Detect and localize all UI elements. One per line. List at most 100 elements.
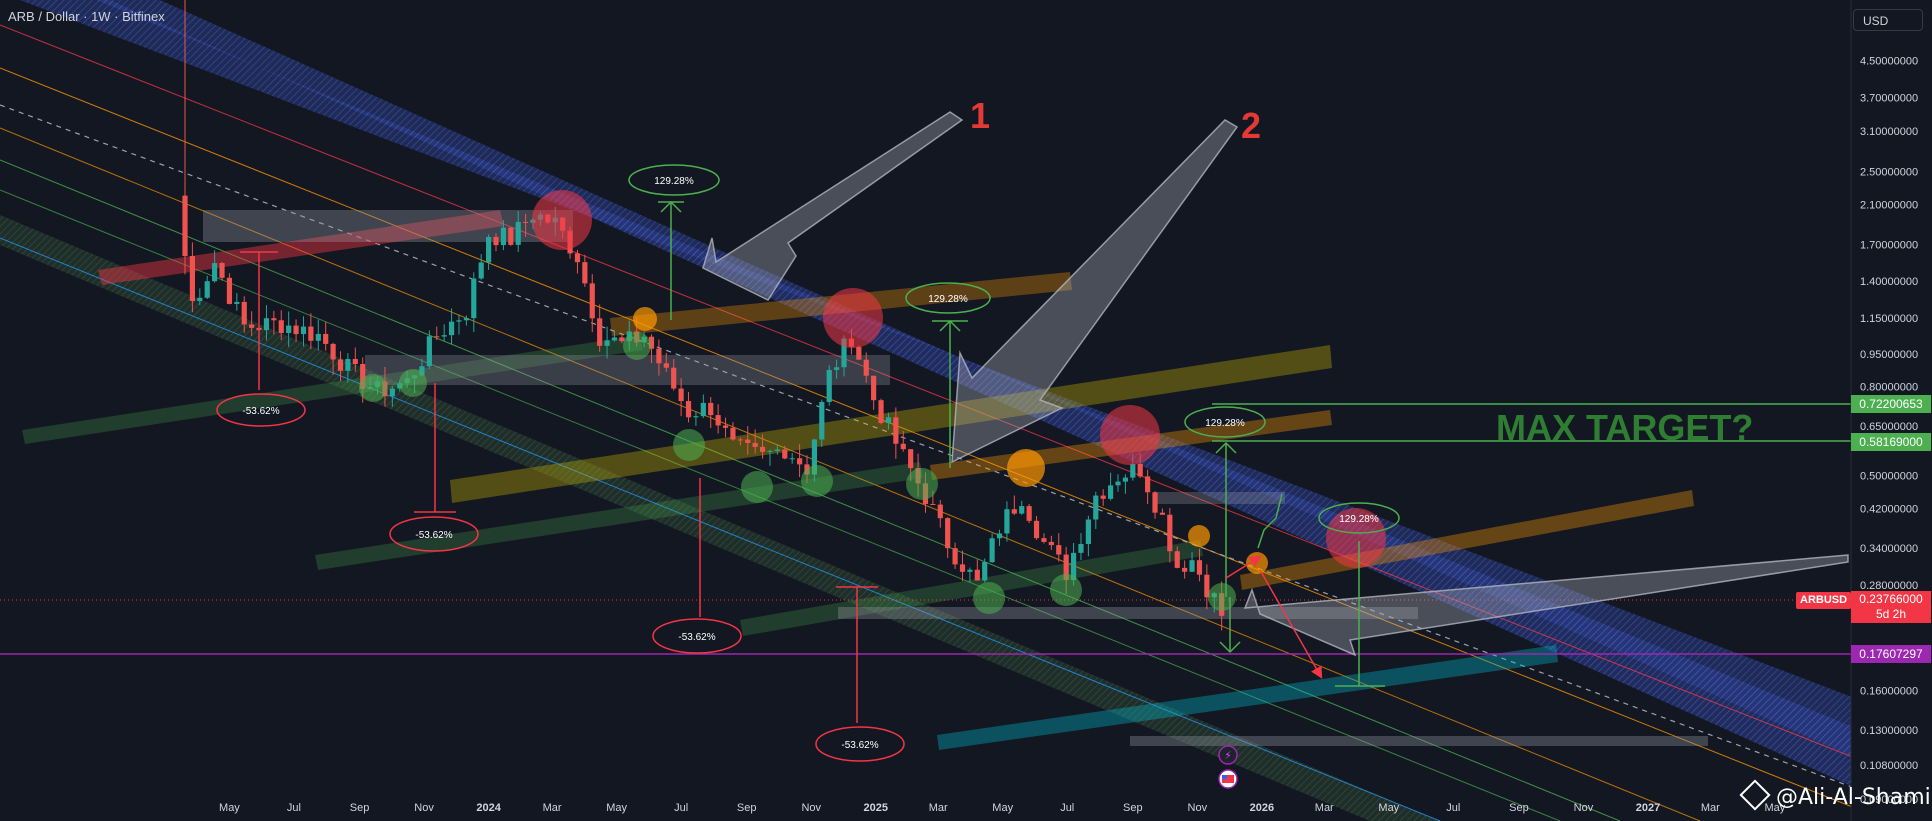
candle bbox=[1026, 503, 1032, 524]
loss-label: -53.62% bbox=[415, 530, 452, 541]
candle bbox=[515, 211, 521, 252]
candle bbox=[1145, 469, 1151, 505]
candle-body bbox=[574, 253, 581, 263]
event-icons[interactable]: ⚡ bbox=[1218, 745, 1238, 789]
candle-body bbox=[759, 446, 766, 452]
candle-body bbox=[441, 335, 447, 337]
channel-line-orange-1 bbox=[0, 67, 1861, 811]
channel-line-red bbox=[0, 24, 1861, 761]
time-tick-label: Nov bbox=[414, 802, 434, 814]
time-tick-label: Jul bbox=[1446, 802, 1460, 814]
candle bbox=[293, 319, 299, 342]
time-tick-label: May bbox=[219, 802, 240, 814]
arrow-1-label: 1 bbox=[970, 95, 990, 136]
candle-body bbox=[819, 401, 825, 440]
green-circle bbox=[399, 369, 427, 397]
green-circle bbox=[1050, 574, 1082, 606]
candle-body bbox=[811, 439, 817, 475]
candle bbox=[767, 449, 773, 466]
candle bbox=[1196, 548, 1203, 582]
candle bbox=[871, 375, 877, 410]
candle bbox=[574, 249, 581, 274]
candle-body bbox=[900, 443, 906, 450]
candle bbox=[1041, 533, 1047, 544]
candle-body bbox=[856, 346, 862, 360]
candle-body bbox=[582, 262, 588, 284]
time-tick-label: 2024 bbox=[476, 802, 501, 814]
candle bbox=[434, 326, 440, 341]
candle-body bbox=[249, 324, 255, 328]
candle bbox=[493, 233, 499, 252]
candle bbox=[1078, 533, 1084, 561]
candle-body bbox=[293, 325, 299, 335]
candle-body bbox=[315, 333, 321, 341]
candle bbox=[819, 399, 825, 447]
candle-body bbox=[648, 336, 655, 349]
candle bbox=[441, 324, 447, 342]
candle bbox=[730, 422, 736, 441]
candle-body bbox=[286, 325, 292, 333]
candle bbox=[456, 314, 462, 335]
time-tick-label: May bbox=[1378, 802, 1399, 814]
green-circle bbox=[973, 582, 1005, 614]
candle bbox=[523, 213, 529, 237]
loss-label: -53.62% bbox=[242, 406, 279, 417]
candle bbox=[737, 437, 743, 446]
candle bbox=[204, 275, 210, 299]
candle-body bbox=[426, 336, 432, 367]
loss-ellipse bbox=[652, 618, 742, 654]
currency-button[interactable]: USD bbox=[1853, 9, 1923, 31]
candle bbox=[234, 293, 240, 311]
candle-body bbox=[841, 338, 847, 368]
candle bbox=[189, 242, 195, 313]
candle-body bbox=[1196, 560, 1203, 575]
candle bbox=[604, 326, 610, 359]
red-circle bbox=[1326, 508, 1386, 568]
red-resistance-band bbox=[98, 210, 504, 285]
candle-body bbox=[523, 221, 529, 223]
time-tick-label: Jul bbox=[674, 802, 688, 814]
flash-event-icon[interactable] bbox=[1218, 745, 1238, 765]
candle-body bbox=[885, 417, 892, 424]
channel-line-blue bbox=[0, 237, 1441, 821]
candle-body bbox=[989, 538, 995, 563]
candle-body bbox=[1174, 551, 1180, 568]
time-axis[interactable]: May Jul Sep Nov 2024 Mar May Jul Sep Nov 2025 Mar Ma… bbox=[219, 802, 1786, 814]
green-circle bbox=[906, 468, 938, 500]
candle bbox=[952, 542, 958, 569]
price-tick-label: 0.28000000 bbox=[1860, 580, 1918, 592]
candle bbox=[752, 429, 758, 454]
orange-circle bbox=[1188, 525, 1210, 547]
candle-body bbox=[693, 416, 699, 418]
candle-body bbox=[219, 263, 225, 278]
price-tick-label: 0.34000000 bbox=[1860, 543, 1918, 555]
candle bbox=[352, 347, 358, 372]
loss-label: -53.62% bbox=[841, 740, 878, 751]
candle-body bbox=[930, 503, 936, 505]
price-tick-label: 3.70000000 bbox=[1860, 92, 1918, 104]
orange-circle bbox=[633, 307, 657, 331]
candle-body bbox=[982, 562, 988, 581]
candle-body bbox=[1019, 506, 1025, 514]
candle-body bbox=[1041, 538, 1047, 542]
candle bbox=[582, 254, 588, 287]
candle bbox=[508, 227, 514, 246]
candle bbox=[1122, 474, 1128, 494]
candle-body bbox=[656, 348, 662, 364]
candle bbox=[278, 310, 284, 341]
candle bbox=[1093, 491, 1099, 530]
candle-body bbox=[774, 449, 780, 451]
target-price-tag: 0.58169000 bbox=[1851, 433, 1931, 451]
channel-line-green-2 bbox=[0, 189, 1561, 821]
candle-body bbox=[715, 415, 721, 426]
candle-body bbox=[1189, 560, 1195, 572]
price-tick-label: 0.42000000 bbox=[1860, 503, 1918, 515]
candle-body bbox=[212, 263, 218, 282]
arrow-1-shape bbox=[702, 111, 964, 301]
green-circle bbox=[801, 465, 833, 497]
candle bbox=[471, 272, 477, 333]
us-flag-stripes bbox=[1222, 775, 1234, 783]
candle-body bbox=[834, 367, 840, 370]
candle bbox=[678, 378, 684, 417]
